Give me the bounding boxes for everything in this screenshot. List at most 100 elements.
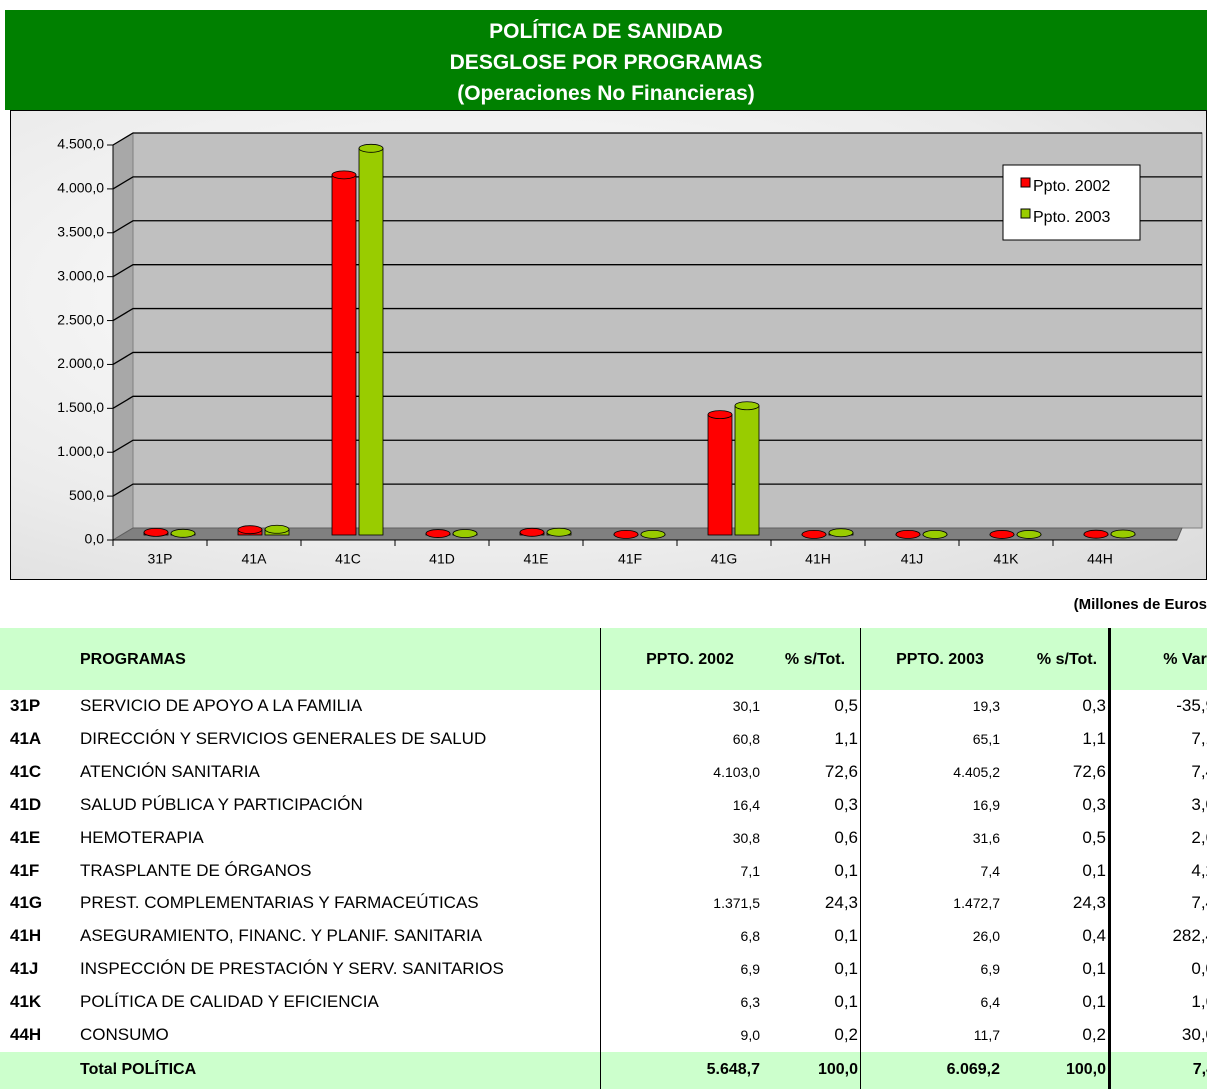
row-value: 0,4	[1082, 926, 1106, 946]
bar-cap	[331, 170, 357, 180]
row-value: 0,1	[834, 926, 858, 946]
y-tick-label: 2.500,0	[57, 311, 104, 327]
bar-cap	[1110, 529, 1136, 539]
row-code: 41H	[10, 926, 42, 946]
bar-cap	[801, 530, 827, 539]
legend-label: Ppto. 2002	[1033, 178, 1111, 195]
bar-cap	[1083, 529, 1109, 539]
row-value: 11,7	[973, 1027, 1000, 1043]
grid-line	[112, 483, 1202, 497]
legend-swatch	[1020, 208, 1031, 219]
y-tick-label: 1.500,0	[57, 399, 104, 415]
column-rule	[860, 628, 861, 1089]
row-code: 41D	[10, 794, 42, 814]
bar	[734, 405, 760, 536]
row-code: 41K	[10, 992, 42, 1012]
bar	[707, 414, 733, 536]
bar-cap	[613, 529, 639, 539]
row-value: 16,4	[732, 796, 760, 813]
chart: 0,0 500,0 1.000,0 1.500,0 2.000,0 2.500,0 3.00…	[10, 110, 1207, 580]
row-name: CONSUMO	[80, 1025, 169, 1044]
units-note: (Millones de Euros)	[1073, 596, 1207, 613]
row-value: 6,8	[740, 928, 760, 945]
column-header: % s/Tot.	[784, 651, 846, 668]
row-value: 4.103,0	[713, 763, 760, 780]
row-value: 0,0	[1191, 959, 1207, 979]
row-code: 31P	[10, 696, 41, 715]
y-tick-label: 500,0	[69, 487, 104, 503]
row-value: 2,6	[1191, 827, 1207, 847]
grid-line	[112, 439, 1202, 453]
row-code: 41F	[10, 860, 40, 880]
bar-cap	[546, 527, 572, 537]
total-bg	[0, 1052, 1207, 1089]
row-code: 41G	[10, 893, 43, 913]
row-code: 41J	[10, 959, 39, 979]
x-tick-label: 41D	[429, 551, 455, 567]
y-tick-label: 2.000,0	[57, 355, 104, 371]
x-tick-label: 44H	[1087, 551, 1113, 567]
row-value: 6,9	[980, 961, 1000, 978]
grid-line	[112, 264, 1202, 278]
x-tick-label: 41C	[335, 551, 361, 567]
row-value: 1.371,5	[713, 895, 760, 912]
row-value: 0,2	[834, 1025, 858, 1044]
bar-cap	[922, 529, 948, 539]
grid-line	[112, 307, 1202, 322]
row-name: INSPECCIÓN DE PRESTACIÓN Y SERV. SANITAR…	[80, 959, 504, 979]
total-value: 6.069,2	[946, 1061, 1000, 1078]
row-value: 0,3	[834, 794, 858, 814]
bar-cap	[640, 529, 666, 539]
bar-cap	[425, 529, 451, 538]
row-value: 0,3	[1082, 794, 1106, 814]
row-value: 0,1	[834, 959, 858, 979]
grid-line	[112, 132, 1202, 146]
total-value: 100,0	[817, 1061, 858, 1078]
row-name: ATENCIÓN SANITARIA	[80, 761, 260, 781]
x-tick-label: 41A	[242, 551, 268, 567]
bar-cap	[895, 529, 921, 539]
column-rule	[1108, 628, 1111, 1089]
row-value: 1,6	[1191, 992, 1207, 1012]
grid-line	[112, 395, 1202, 409]
row-value: 4,2	[1191, 860, 1207, 880]
row-name: ASEGURAMIENTO, FINANC. Y PLANIF. SANITAR…	[80, 926, 483, 946]
bar	[331, 174, 357, 536]
bar-cap	[989, 530, 1015, 539]
bar-cap	[143, 527, 169, 537]
column-header: % Var	[1163, 651, 1207, 668]
x-tick-label: 41E	[524, 551, 549, 567]
row-value: 19,3	[972, 698, 1000, 714]
grid-line	[112, 220, 1202, 234]
row-value: 24,3	[1072, 893, 1106, 913]
title-line: DESGLOSE POR PROGRAMAS	[449, 51, 763, 74]
row-value: 7,1	[740, 862, 760, 879]
row-value: 1,1	[1082, 728, 1106, 748]
row-value: 6,9	[740, 961, 760, 978]
grid-line	[112, 176, 1202, 190]
bar-cap	[707, 410, 733, 420]
row-code: 41A	[10, 728, 42, 748]
row-value: 282,4	[1172, 926, 1207, 946]
total-label: Total POLÍTICA	[80, 1061, 197, 1078]
row-value: 0,1	[834, 860, 858, 880]
total-value: 100,0	[1065, 1061, 1106, 1078]
row-name: SALUD PÚBLICA Y PARTICIPACIÓN	[80, 794, 363, 814]
row-value: -35,9	[1176, 696, 1207, 715]
row-value: 6,4	[980, 994, 1000, 1011]
grid-line	[112, 351, 1202, 366]
bar-cap	[264, 524, 290, 534]
row-value: 7,4	[1191, 893, 1207, 913]
title-line: POLÍTICA DE SANIDAD	[489, 20, 723, 43]
row-value: 0,1	[1082, 860, 1106, 880]
legend-swatch	[1020, 177, 1031, 188]
row-value: 0,2	[1082, 1025, 1106, 1044]
row-value: 72,6	[1072, 761, 1106, 781]
x-tick-label: 31P	[148, 551, 173, 567]
y-tick-label: 4.500,0	[57, 136, 104, 152]
total-value: 7,4	[1192, 1061, 1207, 1078]
bar-cap	[358, 143, 384, 153]
title-line: (Operaciones No Financieras)	[457, 82, 755, 105]
x-tick-label: 41G	[711, 551, 737, 567]
